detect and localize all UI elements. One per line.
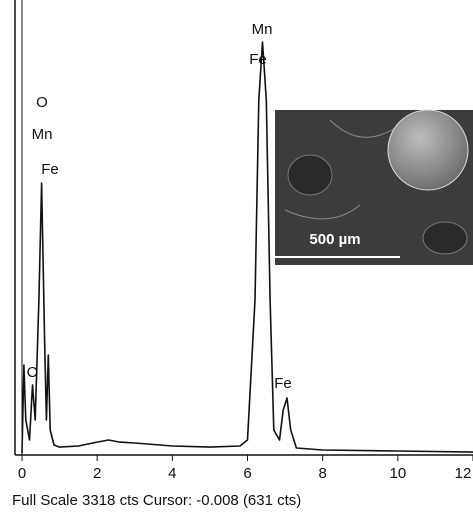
x-tick-label: 8 <box>319 465 327 482</box>
spectrum-line <box>21 41 473 454</box>
peak-label: Fe <box>274 375 292 392</box>
peak-label: Mn <box>252 21 273 38</box>
peak-label: Mn <box>32 126 53 143</box>
x-tick-label: 2 <box>93 465 101 482</box>
x-tick-label: 0 <box>18 465 26 482</box>
pore <box>287 154 333 196</box>
x-tick-label: 4 <box>168 465 176 482</box>
footer: Full Scale 3318 cts Cursor: -0.008 (631 … <box>12 492 301 509</box>
x-tick-label: 12 <box>455 465 472 482</box>
x-tick-label: 6 <box>243 465 251 482</box>
pore <box>422 221 468 255</box>
sphere <box>387 109 469 191</box>
peak-label: O <box>36 94 48 111</box>
peak-label: Fe <box>41 161 59 178</box>
ridge <box>284 119 396 220</box>
scale-bar-label: 500 µm <box>309 231 360 248</box>
x-tick-label: 10 <box>389 465 406 482</box>
peak-label: Fe <box>249 51 267 68</box>
peak-label: C <box>27 364 38 381</box>
inset-image: 500 µm <box>272 109 473 265</box>
